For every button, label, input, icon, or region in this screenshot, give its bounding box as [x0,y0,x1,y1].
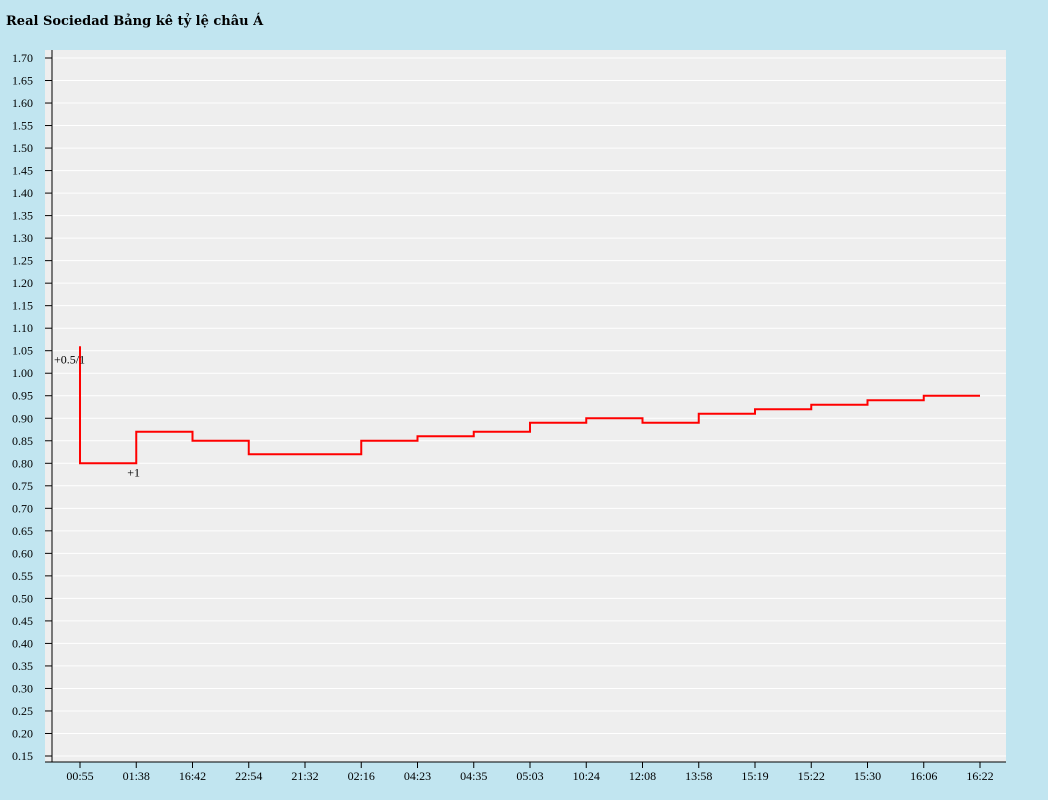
y-tick-label: 1.05 [12,344,33,358]
y-tick-label: 1.35 [12,209,33,223]
annotation-label: +1 [127,465,140,479]
y-tick-label: 0.75 [12,479,33,493]
y-tick-label: 0.40 [12,636,33,650]
x-tick-label: 01:38 [123,769,150,783]
x-tick-label: 15:30 [854,769,881,783]
y-tick-label: 1.55 [12,119,33,133]
y-tick-label: 0.90 [12,411,33,425]
y-tick-label: 1.15 [12,299,33,313]
y-tick-label: 1.45 [12,164,33,178]
y-tick-label: 0.20 [12,726,33,740]
y-tick-label: 1.10 [12,321,33,335]
y-tick-label: 0.95 [12,389,33,403]
page-title: Real Sociedad Bảng kê tỷ lệ châu Á [6,14,264,29]
x-tick-label: 15:19 [741,769,768,783]
x-tick-label: 13:58 [685,769,712,783]
y-tick-label: 1.50 [12,141,33,155]
x-tick-label: 16:06 [910,769,937,783]
x-tick-label: 04:23 [404,769,431,783]
y-tick-label: 0.80 [12,456,33,470]
y-tick-label: 0.60 [12,546,33,560]
x-tick-label: 02:16 [348,769,375,783]
y-tick-label: 1.25 [12,254,33,268]
annotations: +0.5/1 +1 [54,353,140,480]
y-tick-label: 0.50 [12,591,33,605]
x-tick-label: 12:08 [629,769,656,783]
x-tick-label: 16:22 [966,769,993,783]
y-tick-label: 1.60 [12,96,33,110]
x-tick-label: 05:03 [516,769,543,783]
y-tick-label: 1.70 [12,51,33,65]
y-tick-label: 0.85 [12,434,33,448]
x-tick-label: 10:24 [573,769,600,783]
y-ticks: 0.15 0.20 0.25 0.30 0.35 0.40 0.45 0.50 0.55 0.60… [12,51,52,763]
y-tick-label: 0.15 [12,749,33,763]
series-line [79,346,980,465]
y-tick-label: 0.30 [12,681,33,695]
y-tick-label: 0.55 [12,569,33,583]
y-tick-label: 1.40 [12,186,33,200]
annotation-label: +0.5/1 [54,353,85,367]
x-ticks: 00:55 01:38 16:42 22:54 21:32 02:16 04:23 04:35… [66,762,994,783]
x-tick-label: 16:42 [179,769,206,783]
y-tick-label: 0.70 [12,501,33,515]
y-tick-label: 1.65 [12,74,33,88]
x-tick-label: 04:35 [460,769,487,783]
y-tick-label: 0.25 [12,704,33,718]
plot-area [45,50,1006,762]
y-tick-label: 1.20 [12,276,33,290]
y-tick-label: 0.65 [12,524,33,538]
y-tick-label: 1.30 [12,231,33,245]
y-tick-label: 1.00 [12,366,33,380]
y-tick-label: 0.45 [12,614,33,628]
gridlines [45,57,1006,757]
y-tick-label: 0.35 [12,659,33,673]
x-tick-label: 21:32 [291,769,318,783]
x-tick-label: 15:22 [798,769,825,783]
x-tick-label: 22:54 [235,769,262,783]
series-layer [79,346,980,465]
x-tick-label: 00:55 [66,769,93,783]
